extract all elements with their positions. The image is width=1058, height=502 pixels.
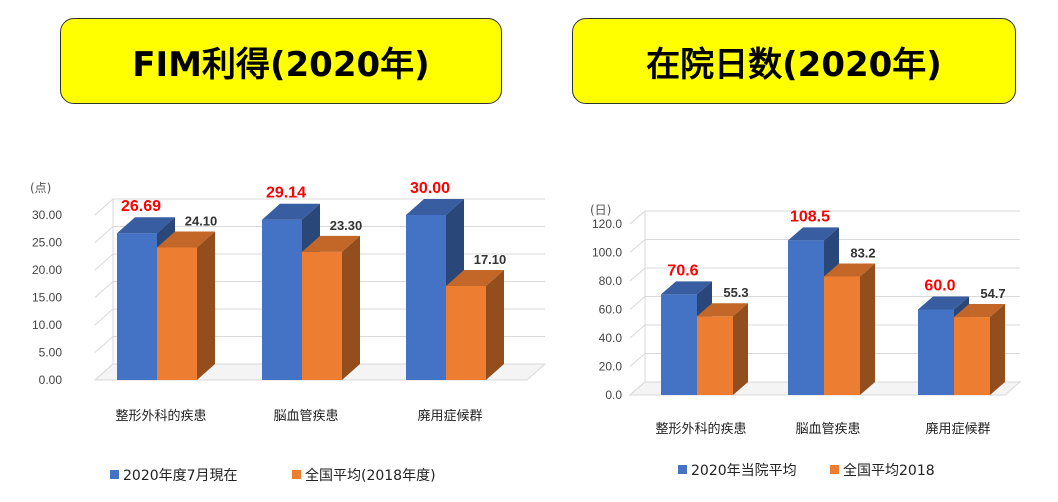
bar-top-1 (406, 199, 464, 215)
bar-top-2 (446, 269, 504, 286)
data-label: 17.10 (474, 252, 507, 267)
y-tick-label: 15.00 (32, 291, 62, 305)
y-unit-label: (日) (590, 203, 611, 217)
bar-top-2 (157, 231, 215, 248)
bar-top-1 (117, 217, 175, 234)
y-tick-label: 10.00 (32, 318, 62, 332)
legend-label: 全国平均(2018年度) (305, 467, 436, 484)
bar-top-2 (824, 263, 875, 277)
data-label: 70.6 (667, 262, 698, 279)
bar-2 (824, 276, 860, 395)
chart-title-fim: FIM利得(2020年) (60, 18, 502, 104)
legend-label: 2020年当院平均 (691, 463, 797, 479)
category-label: 脳血管疾患 (795, 422, 860, 437)
data-label: 26.69 (121, 198, 161, 215)
gridline-side (629, 210, 646, 225)
bar-1 (661, 294, 697, 395)
data-label: 30.00 (410, 180, 450, 197)
data-label: 54.7 (980, 286, 1005, 301)
bar-side-2 (733, 303, 748, 395)
bar-2 (697, 316, 733, 395)
y-tick-label: 20.0 (599, 360, 623, 374)
bar-2 (157, 247, 197, 380)
bar-top-1 (918, 296, 969, 310)
y-tick-label: 40.0 (599, 331, 623, 345)
bar-top-1 (262, 203, 320, 220)
chart-title-stay-days: 在院日数(2020年) (572, 18, 1016, 104)
legend-swatch (830, 465, 839, 474)
gridline-side (94, 253, 114, 271)
gridline-side (629, 239, 646, 253)
gridline-side (94, 226, 114, 243)
category-label: 廃用症候群 (925, 421, 990, 437)
data-label: 55.3 (723, 285, 748, 300)
gridline-side (629, 296, 646, 310)
category-label: 整形外科的疾患 (655, 421, 746, 437)
bar-1 (262, 219, 302, 380)
data-label: 29.14 (266, 185, 306, 202)
legend-swatch (678, 465, 687, 474)
bar-1 (788, 240, 824, 395)
bar-1 (918, 309, 954, 395)
bar-side-2 (197, 231, 215, 380)
bar-top-1 (661, 281, 712, 295)
bar-2 (954, 317, 990, 395)
y-tick-label: 0.0 (605, 388, 622, 402)
data-label: 23.30 (330, 218, 363, 233)
y-tick-label: 100.0 (592, 246, 622, 260)
bar-side-2 (860, 263, 875, 395)
data-label: 24.10 (185, 213, 218, 228)
bar-top-2 (697, 303, 748, 317)
category-label: 廃用症候群 (417, 408, 482, 424)
data-label: 108.5 (790, 208, 830, 225)
gridline-side (94, 281, 114, 298)
y-tick-label: 20.00 (32, 263, 62, 277)
gridline-side (629, 267, 646, 282)
bar-2 (446, 285, 486, 380)
y-tick-label: 5.00 (39, 346, 63, 360)
category-label: 脳血管疾患 (273, 409, 338, 424)
y-tick-label: 60.0 (599, 303, 623, 317)
bar-2 (302, 251, 342, 380)
legend-label: 2020年度7月現在 (123, 468, 238, 484)
bar-side-2 (990, 304, 1005, 395)
data-label: 60.0 (924, 278, 955, 295)
chart-1: 0.00 5.00 10.00 15.00 20.00 25.00 30.00 (点) 26.6… (30, 180, 547, 484)
bar-top-1 (788, 227, 839, 241)
gridline-side (94, 336, 114, 353)
y-tick-label: 80.0 (599, 274, 623, 288)
y-tick-label: 0.00 (39, 373, 63, 387)
legend-swatch (292, 470, 301, 479)
data-label: 83.2 (850, 245, 875, 260)
bar-1 (406, 215, 446, 380)
bar-top-2 (302, 235, 360, 252)
bar-side-2 (486, 269, 504, 380)
y-unit-label: (点) (30, 181, 51, 195)
gridline-side (629, 324, 646, 339)
bar-1 (117, 233, 157, 380)
y-tick-label: 120.0 (592, 217, 622, 231)
bar-side-2 (342, 235, 360, 380)
category-label: 整形外科的疾患 (115, 408, 206, 424)
bar-top-2 (954, 304, 1005, 318)
gridline-side (629, 353, 646, 367)
chart-2: 0.0 20.0 40.0 60.0 80.0 100.0 120.0(日) 70.6 55.3… (590, 203, 1022, 479)
legend-swatch (110, 470, 119, 479)
gridline-side (94, 308, 114, 326)
y-tick-label: 25.00 (32, 236, 62, 250)
legend-label: 全国平均2018 (843, 462, 935, 479)
y-tick-label: 30.00 (32, 208, 62, 222)
gridline-side (94, 198, 114, 216)
